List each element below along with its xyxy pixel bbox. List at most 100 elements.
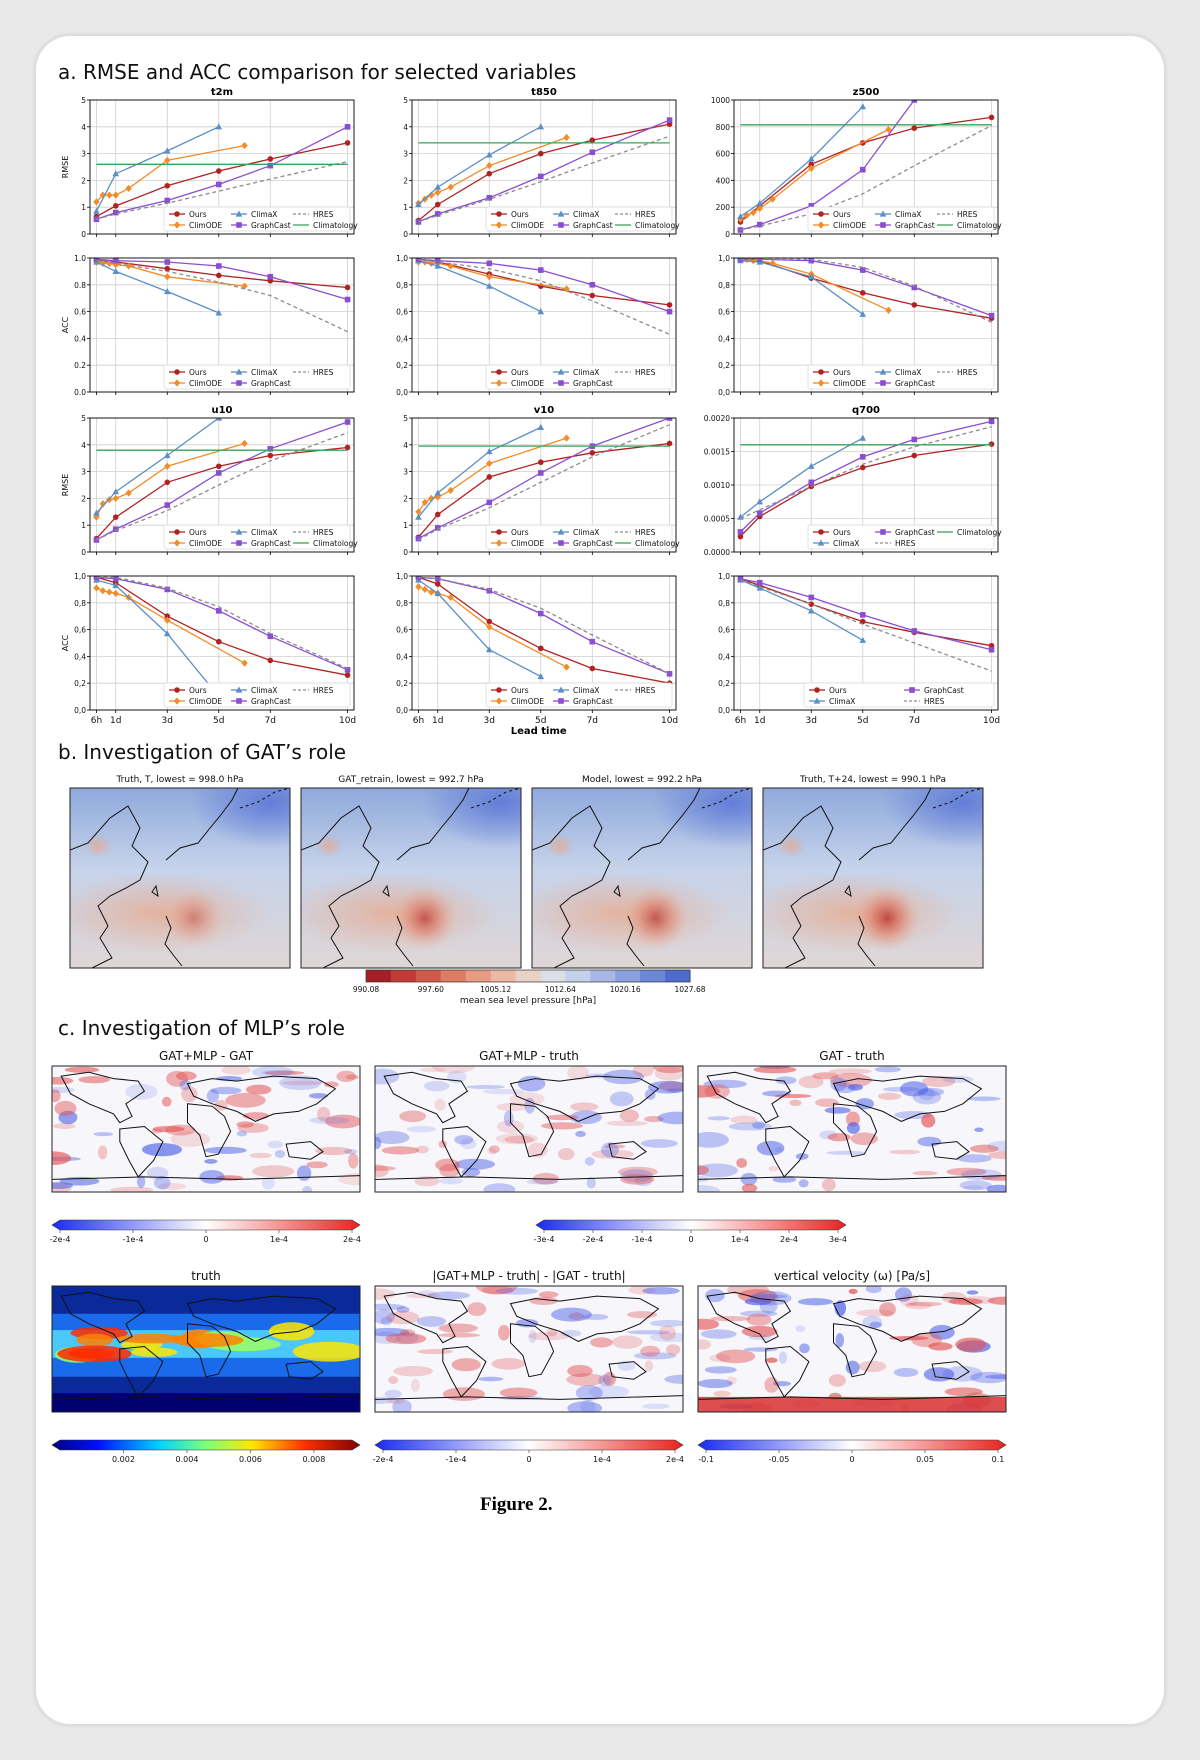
- legend-box: [807, 364, 995, 390]
- anomaly-blob: [612, 1335, 643, 1349]
- point-graphcast: [666, 671, 673, 677]
- anomaly-blob: [161, 1096, 172, 1107]
- point-graphcast: [112, 258, 119, 264]
- coastline: [442, 1345, 487, 1398]
- point-graphcast: [486, 260, 493, 267]
- coastline-antarctica: [375, 1395, 683, 1400]
- polar-dry: [52, 1393, 360, 1412]
- anomaly-blob: [667, 1088, 683, 1093]
- legend-marker: [558, 698, 564, 704]
- series-line-graphcast: [418, 119, 670, 223]
- series-line-climax: [740, 579, 864, 641]
- y-tick-label: 0,6: [396, 308, 408, 317]
- anomaly-blob: [899, 1294, 919, 1307]
- colorbar-5-bar: [697, 1439, 1007, 1451]
- legend-label: ClimaX: [895, 210, 921, 219]
- anomaly-blob: [869, 1321, 882, 1328]
- point-ours: [486, 618, 493, 625]
- anomaly-blob: [405, 1293, 441, 1299]
- point-climode: [486, 273, 493, 281]
- legend-marker: [495, 539, 503, 547]
- point-climode: [563, 133, 570, 142]
- point-climode: [112, 494, 119, 502]
- coastline: [509, 1075, 660, 1122]
- colorbar-5-tick-label: -0.1: [698, 1455, 714, 1464]
- x-tick-label: 3d: [162, 716, 173, 726]
- point-climode: [447, 486, 454, 494]
- anomaly-blob: [609, 1091, 634, 1107]
- legend-label: GraphCast: [924, 686, 964, 695]
- y-tick-label: 1: [81, 521, 86, 530]
- series-group: [93, 123, 351, 223]
- anomaly-blob: [698, 1185, 720, 1192]
- legend-label: ClimaX: [251, 528, 277, 537]
- legend-label: GraphCast: [251, 379, 291, 388]
- anomaly-blob: [798, 1075, 824, 1089]
- anomaly-blob: [206, 1089, 220, 1103]
- anomaly-blob: [756, 1140, 785, 1156]
- map-title-1: GAT_retrain, lowest = 992.7 hPa: [338, 775, 483, 785]
- colorbar-tick: 1020.16: [610, 985, 641, 994]
- colorbar-swatch: [565, 970, 591, 982]
- anomaly-blob: [547, 1328, 558, 1337]
- anomaly-blob: [495, 1287, 538, 1295]
- point-ours: [164, 265, 171, 272]
- y-tick-label: 600: [716, 150, 731, 159]
- point-climode: [434, 188, 441, 197]
- coastline-taiwan: [382, 884, 390, 898]
- map-title-5: vertical velocity (ω) [Pa/s]: [774, 1269, 930, 1283]
- legend-label: HRES: [635, 368, 656, 377]
- anomaly-blob: [551, 1307, 592, 1322]
- point-ours: [164, 479, 171, 486]
- y-tick-label: 0,8: [74, 599, 86, 608]
- mlp-map-5: [697, 1285, 1007, 1413]
- point-climax: [807, 462, 815, 469]
- colorbar-swatch: [540, 970, 566, 982]
- point-climax: [807, 273, 815, 280]
- point-graphcast: [666, 308, 673, 315]
- anomaly-blob: [420, 1067, 447, 1073]
- legend-label: Ours: [829, 686, 847, 695]
- colorbar-4-tick-label: 1e-4: [593, 1455, 611, 1464]
- legend-box: [163, 364, 351, 390]
- anomaly-blob: [736, 1158, 748, 1168]
- series-group: [737, 576, 995, 672]
- map-title-0: GAT+MLP - GAT: [159, 1049, 254, 1063]
- point-ours: [589, 137, 596, 143]
- legend-marker: [818, 529, 824, 535]
- x-tick-label: 5d: [857, 716, 868, 726]
- point-climax: [485, 646, 493, 653]
- anomaly-blob: [928, 1342, 953, 1351]
- map-frame: [374, 1285, 684, 1413]
- coastline: [383, 1071, 469, 1124]
- anomaly-blob: [454, 1134, 474, 1145]
- anomaly-blob: [987, 1140, 1006, 1152]
- x-tick-label: 7d: [909, 716, 920, 726]
- anomaly-blob: [528, 1329, 537, 1344]
- legend-label: ClimaX: [829, 697, 855, 706]
- anomaly-blob: [110, 1186, 154, 1192]
- legend-label: Climatology: [635, 221, 680, 230]
- point-graphcast: [537, 173, 544, 180]
- coastline: [510, 1103, 555, 1158]
- point-graphcast: [344, 296, 351, 303]
- point-climode: [112, 589, 119, 598]
- anomaly-blob: [640, 1139, 678, 1148]
- anomaly-blob: [526, 1179, 559, 1185]
- colorbar-4-tick-label: 0: [526, 1455, 531, 1464]
- mlp-map-3: [51, 1285, 361, 1413]
- y-tick-label: 2: [81, 176, 86, 185]
- point-graphcast: [988, 646, 995, 653]
- y-tick-label: 0,8: [718, 281, 730, 290]
- anomaly-blob: [698, 1165, 709, 1176]
- map-title-1: GAT+MLP - truth: [479, 1049, 579, 1063]
- anomaly-blob: [575, 1385, 603, 1401]
- chart-4: 0,0 0,2 0,4 0,6 0,8 1,0 Ours ClimODE ClimaX Graph…: [396, 254, 677, 397]
- anomaly-blob: [797, 1298, 834, 1306]
- point-climode: [241, 659, 248, 667]
- anomaly-blob: [567, 1066, 590, 1081]
- y-axis-label: RMSE: [61, 156, 70, 179]
- point-graphcast: [112, 526, 119, 533]
- anomaly-blob: [567, 1364, 593, 1377]
- anomaly-blob: [929, 1324, 955, 1340]
